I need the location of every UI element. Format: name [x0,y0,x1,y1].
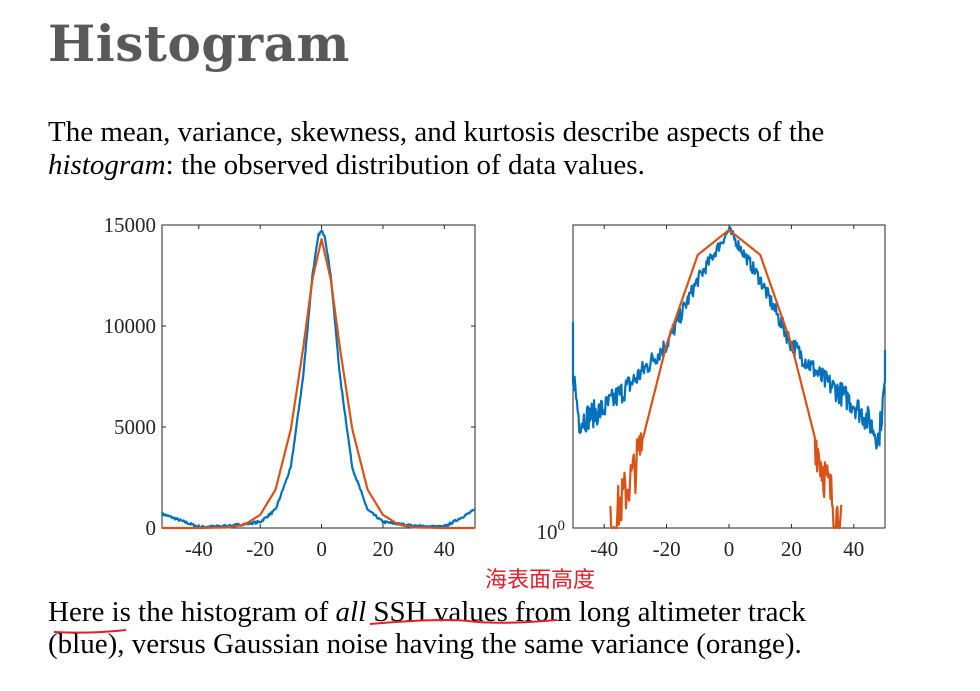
y-tick-label: 100 [537,518,566,544]
ssh-histogram-line [160,229,476,530]
y-tick-label: 15000 [104,213,157,237]
x-tick-label: 40 [434,537,455,561]
axes-box [572,224,886,529]
x-tick-label: -40 [590,537,618,561]
caption-paragraph: Here is the histogram of all SSH values … [48,596,948,660]
x-tick-label: 20 [781,537,802,561]
intro-keyword: histogram [48,149,166,181]
x-tick-label: 20 [372,537,393,561]
y-tick-label: 10000 [104,314,157,338]
ssh-histogram-line [571,226,887,450]
caption-line-2: (blue), versus Gaussian noise having the… [48,628,802,660]
handwritten-annotation: 海表面高度 [485,568,596,593]
log-histogram-chart: -40 -20 0 20 40 100 [537,224,887,561]
x-tick-label: 40 [843,537,864,561]
x-tick-label: -40 [185,537,213,561]
axes-box [161,224,476,529]
intro-line-2: : the observed distribution of data valu… [165,149,645,181]
caption-part-1: Here is the histogram of [48,596,336,628]
slide-title: Histogram [48,14,350,73]
x-tick-label: -20 [246,537,274,561]
intro-line-1: The mean, variance, skewness, and kurtos… [48,116,825,148]
caption-emphasis: all [335,596,367,628]
y-tick-label: 5000 [114,415,156,439]
gaussian-histogram-line [161,238,476,530]
x-tick-label: 0 [724,537,735,561]
caption-part-2: SSH values from long altimeter track [366,596,806,628]
x-tick-label: 0 [316,537,327,561]
intro-paragraph: The mean, variance, skewness, and kurtos… [48,116,948,182]
y-tick-label: 0 [146,516,157,540]
x-tick-label: -20 [653,537,681,561]
gaussian-histogram-line [609,228,843,530]
linear-histogram-chart: -40 -20 0 20 40 0 5000 10000 15000 [104,213,476,561]
